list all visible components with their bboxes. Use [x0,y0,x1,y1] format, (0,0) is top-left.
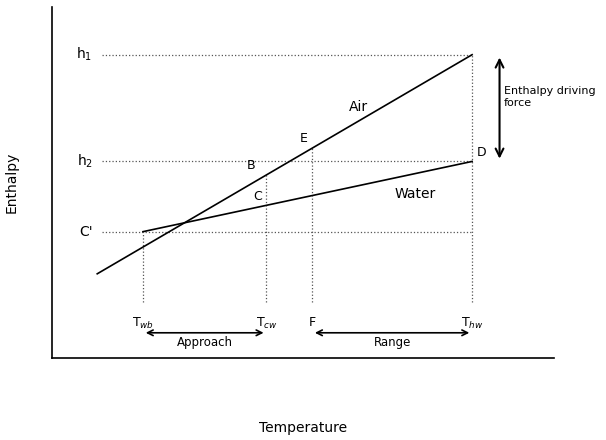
Text: D: D [477,146,486,159]
Text: C': C' [79,225,93,238]
Text: h$_2$: h$_2$ [76,153,93,170]
Text: B: B [246,159,255,172]
Text: Air: Air [348,100,368,114]
Text: Approach: Approach [177,336,233,348]
Text: T$_{wb}$: T$_{wb}$ [132,316,154,331]
Text: F: F [308,316,316,329]
Text: Enthalpy: Enthalpy [4,152,18,213]
Text: Range: Range [373,336,411,348]
Text: T$_{hw}$: T$_{hw}$ [461,316,484,331]
Text: Temperature: Temperature [259,421,347,435]
Text: E: E [299,132,307,145]
Text: h$_1$: h$_1$ [76,46,93,63]
Text: T$_{cw}$: T$_{cw}$ [256,316,278,331]
Text: Enthalpy driving force: Enthalpy driving force [504,86,596,108]
Text: C: C [253,190,262,202]
Text: Water: Water [395,187,436,201]
